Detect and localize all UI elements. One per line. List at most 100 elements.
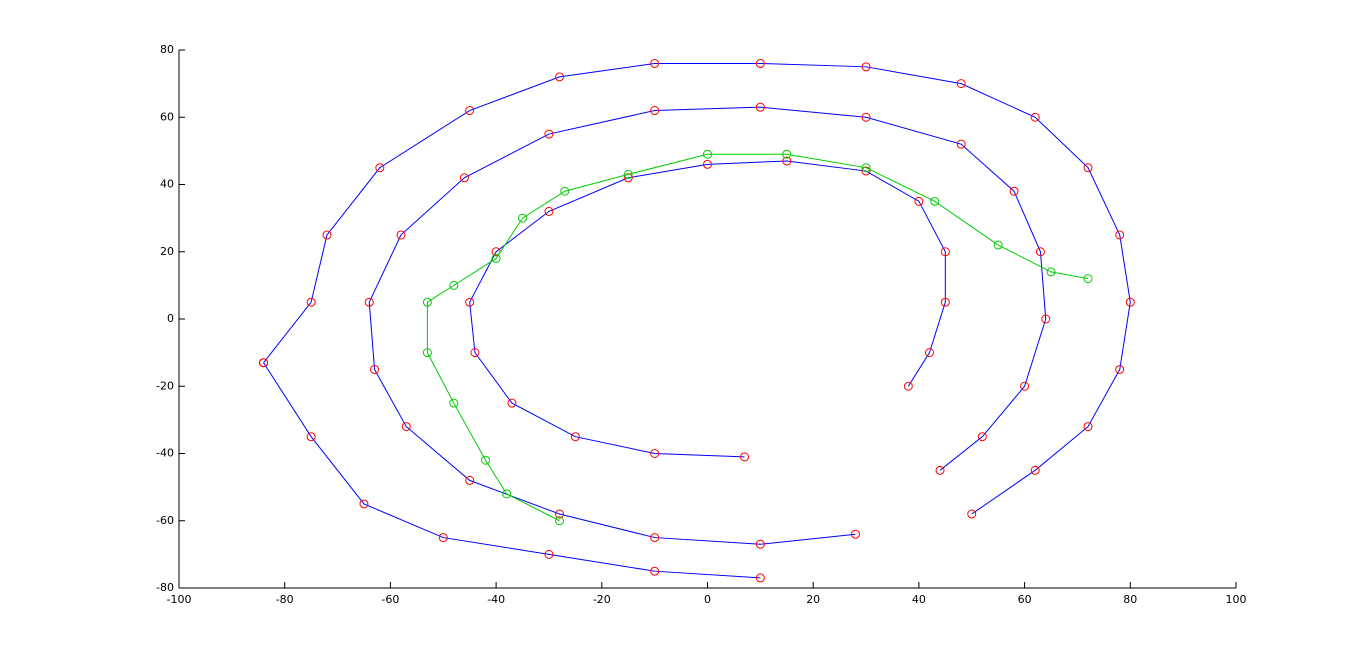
y-tick-label: -60 bbox=[156, 514, 174, 527]
node-marker bbox=[755, 58, 765, 68]
y-tick-label: 60 bbox=[160, 110, 174, 123]
node-marker bbox=[422, 297, 432, 307]
node-marker bbox=[1115, 230, 1125, 240]
node-marker bbox=[956, 79, 966, 89]
node-marker bbox=[903, 381, 913, 391]
node-marker bbox=[935, 465, 945, 475]
node-marker bbox=[739, 452, 749, 462]
node-marker bbox=[438, 533, 448, 543]
node-marker bbox=[967, 509, 977, 519]
node-marker bbox=[306, 432, 316, 442]
node-marker bbox=[1083, 163, 1093, 173]
series-line bbox=[263, 62, 1131, 515]
node-marker bbox=[850, 529, 860, 539]
node-marker bbox=[322, 230, 332, 240]
series-line bbox=[469, 160, 946, 458]
node-marker bbox=[259, 358, 269, 368]
node-marker bbox=[956, 139, 966, 149]
node-marker bbox=[861, 62, 871, 72]
node-marker bbox=[459, 173, 469, 183]
y-tick-label: -20 bbox=[156, 379, 174, 392]
node-marker bbox=[396, 230, 406, 240]
node-marker bbox=[544, 206, 554, 216]
node-marker bbox=[1009, 186, 1019, 196]
series-line bbox=[368, 106, 1047, 545]
node-marker bbox=[544, 549, 554, 559]
node-marker bbox=[465, 106, 475, 116]
node-marker bbox=[370, 364, 380, 374]
node-marker bbox=[465, 297, 475, 307]
node-marker bbox=[364, 297, 374, 307]
x-tick-label: -40 bbox=[487, 593, 505, 606]
node-marker bbox=[782, 156, 792, 166]
node-marker bbox=[555, 516, 565, 526]
node-marker bbox=[375, 163, 385, 173]
node-marker bbox=[914, 196, 924, 206]
node-marker bbox=[755, 102, 765, 112]
series-line bbox=[263, 362, 761, 579]
node-marker bbox=[1083, 274, 1093, 284]
node-marker bbox=[449, 280, 459, 290]
node-marker bbox=[555, 509, 565, 519]
x-tick-label: 80 bbox=[1123, 593, 1137, 606]
node-marker bbox=[755, 539, 765, 549]
y-tick-label: -40 bbox=[156, 447, 174, 460]
node-marker bbox=[940, 297, 950, 307]
node-marker bbox=[650, 533, 660, 543]
y-tick-label: 0 bbox=[167, 312, 174, 325]
node-marker bbox=[940, 247, 950, 257]
y-tick-label: 20 bbox=[160, 245, 174, 258]
node-marker bbox=[306, 297, 316, 307]
node-marker bbox=[465, 475, 475, 485]
node-marker bbox=[570, 432, 580, 442]
node-marker bbox=[470, 348, 480, 358]
x-tick-label: 20 bbox=[806, 593, 820, 606]
node-marker bbox=[703, 149, 712, 159]
node-marker bbox=[623, 169, 633, 179]
node-marker bbox=[359, 499, 369, 509]
x-tick-label: 40 bbox=[912, 593, 926, 606]
node-marker bbox=[1030, 112, 1040, 122]
node-marker bbox=[861, 112, 871, 122]
node-marker bbox=[650, 449, 660, 458]
node-marker bbox=[507, 398, 517, 408]
x-tick-label: -80 bbox=[276, 593, 294, 606]
node-marker bbox=[993, 240, 1003, 250]
node-marker bbox=[491, 253, 501, 263]
node-marker bbox=[544, 129, 554, 139]
node-marker bbox=[502, 489, 512, 499]
node-marker bbox=[1041, 314, 1051, 324]
node-marker bbox=[1035, 247, 1045, 257]
node-marker bbox=[924, 348, 934, 358]
node-marker bbox=[650, 566, 660, 576]
series-line bbox=[426, 153, 1089, 522]
node-marker bbox=[755, 573, 765, 583]
node-marker bbox=[518, 213, 528, 223]
y-tick-label: -80 bbox=[156, 581, 174, 594]
node-marker bbox=[703, 159, 712, 169]
node-marker bbox=[650, 106, 660, 116]
x-tick-label: -60 bbox=[381, 593, 399, 606]
node-marker bbox=[481, 455, 491, 465]
y-tick-label: 80 bbox=[160, 43, 174, 56]
node-marker bbox=[560, 186, 570, 196]
node-marker bbox=[650, 58, 660, 68]
node-marker bbox=[1020, 381, 1030, 391]
node-marker bbox=[555, 72, 565, 82]
node-marker bbox=[1046, 267, 1056, 277]
x-tick-label: -100 bbox=[167, 593, 192, 606]
node-marker bbox=[861, 163, 871, 173]
node-marker bbox=[401, 422, 411, 432]
node-marker bbox=[861, 166, 871, 176]
node-marker bbox=[930, 196, 940, 206]
x-tick-label: 0 bbox=[704, 593, 711, 606]
x-tick-label: -20 bbox=[593, 593, 611, 606]
node-marker bbox=[623, 173, 633, 183]
node-marker bbox=[782, 149, 792, 159]
y-tick-label: 40 bbox=[160, 178, 174, 191]
node-marker bbox=[1125, 297, 1135, 307]
node-marker bbox=[1083, 422, 1093, 432]
node-marker bbox=[1030, 465, 1040, 475]
